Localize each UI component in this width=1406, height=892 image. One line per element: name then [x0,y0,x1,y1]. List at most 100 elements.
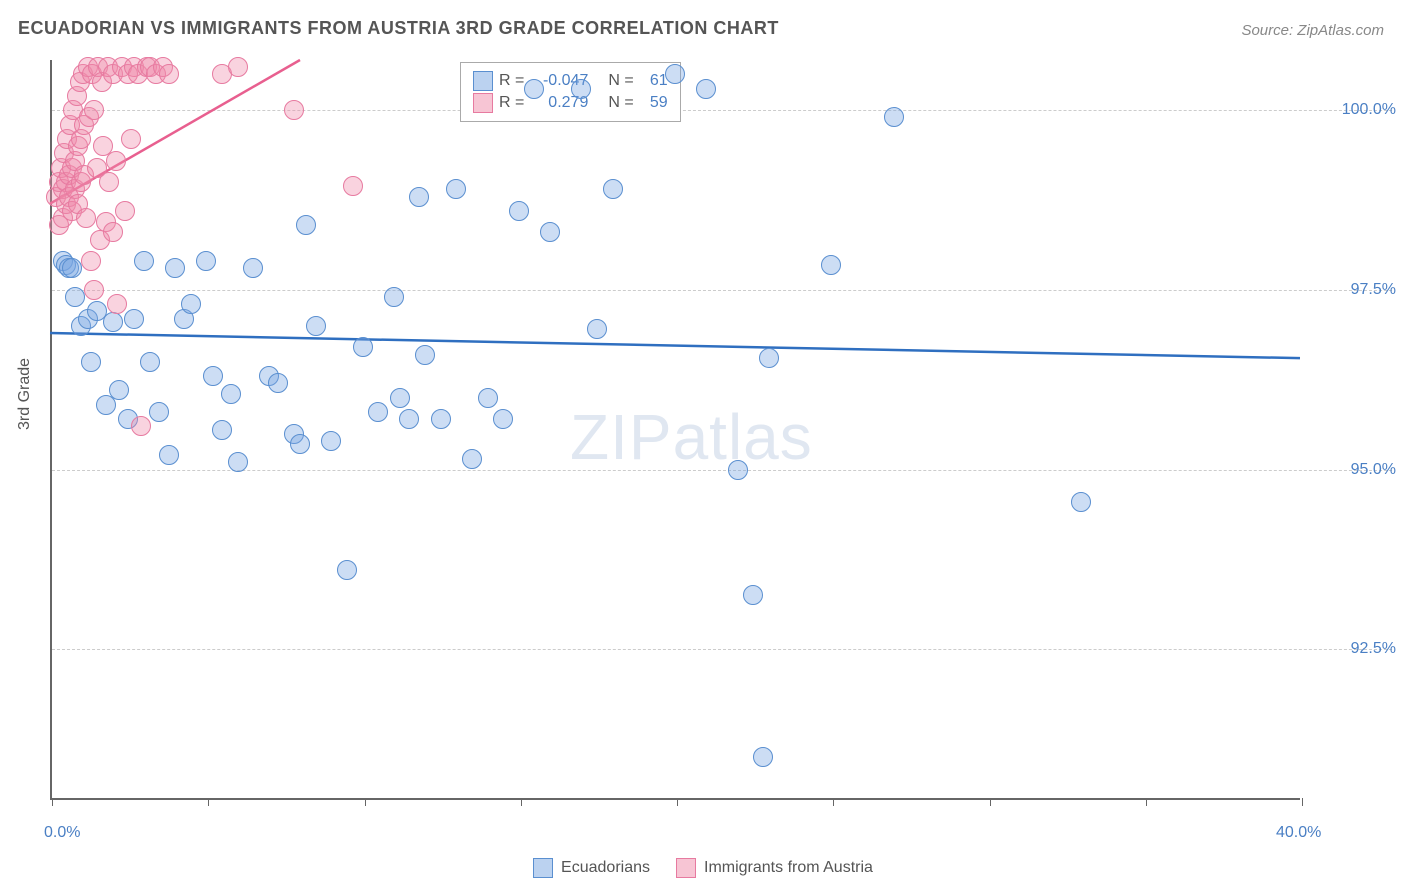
plot-area [50,60,1300,800]
data-point [665,64,685,84]
legend-swatch [473,93,493,113]
data-point [431,409,451,429]
data-point [62,258,82,278]
x-tick-label: 40.0% [1276,824,1321,842]
data-point [821,255,841,275]
data-point [296,215,316,235]
data-point [149,402,169,422]
x-tick [52,798,53,806]
data-point [84,100,104,120]
x-tick [990,798,991,806]
data-point [221,384,241,404]
data-point [337,560,357,580]
x-tick [208,798,209,806]
x-tick [521,798,522,806]
data-point [540,222,560,242]
data-point [212,420,232,440]
y-tick-label: 100.0% [1342,101,1396,119]
legend-swatch [473,71,493,91]
data-point [509,201,529,221]
data-point [759,348,779,368]
data-point [446,179,466,199]
data-point [65,287,85,307]
data-point [103,222,123,242]
data-point [134,251,154,271]
chart-source: Source: ZipAtlas.com [1241,22,1384,39]
data-point [368,402,388,422]
data-point [399,409,419,429]
y-tick-label: 95.0% [1351,461,1396,479]
series-legend: Ecuadorians Immigrants from Austria [0,858,1406,878]
data-point [109,380,129,400]
data-point [106,151,126,171]
gridline [52,470,1392,471]
legend-row: R =0.279N =59 [473,93,668,113]
x-tick [365,798,366,806]
x-tick [677,798,678,806]
data-point [159,445,179,465]
n-value: 61 [640,72,668,90]
data-point [115,201,135,221]
data-point [571,79,591,99]
r-label: R = [499,72,524,90]
data-point [462,449,482,469]
data-point [884,107,904,127]
r-label: R = [499,94,524,112]
correlation-legend: R =-0.047N =61R =0.279N =59 [460,62,681,122]
gridline [52,110,1392,111]
data-point [415,345,435,365]
data-point [131,416,151,436]
legend-swatch [533,858,553,878]
legend-label: Immigrants from Austria [704,859,873,877]
data-point [524,79,544,99]
data-point [228,57,248,77]
y-axis-label: 3rd Grade [16,358,34,430]
legend-label: Ecuadorians [561,859,650,877]
data-point [243,258,263,278]
data-point [268,373,288,393]
x-tick [833,798,834,806]
data-point [384,287,404,307]
y-tick-label: 92.5% [1351,640,1396,658]
data-point [140,352,160,372]
legend-item: Ecuadorians [533,858,650,878]
y-tick-label: 97.5% [1351,281,1396,299]
data-point [84,280,104,300]
data-point [306,316,326,336]
data-point [353,337,373,357]
data-point [159,64,179,84]
data-point [390,388,410,408]
data-point [81,352,101,372]
data-point [753,747,773,767]
data-point [196,251,216,271]
legend-swatch [676,858,696,878]
data-point [124,309,144,329]
data-point [165,258,185,278]
data-point [743,585,763,605]
data-point [284,100,304,120]
data-point [603,179,623,199]
data-point [76,208,96,228]
data-point [103,312,123,332]
gridline [52,649,1392,650]
data-point [290,434,310,454]
data-point [181,294,201,314]
data-point [99,172,119,192]
data-point [228,452,248,472]
data-point [587,319,607,339]
n-label: N = [608,94,633,112]
data-point [343,176,363,196]
data-point [121,129,141,149]
data-point [478,388,498,408]
x-tick-label: 0.0% [44,824,80,842]
data-point [493,409,513,429]
data-point [1071,492,1091,512]
data-point [203,366,223,386]
data-point [728,460,748,480]
legend-item: Immigrants from Austria [676,858,873,878]
n-label: N = [608,72,633,90]
data-point [107,294,127,314]
data-point [81,251,101,271]
n-value: 59 [640,94,668,112]
x-tick [1146,798,1147,806]
